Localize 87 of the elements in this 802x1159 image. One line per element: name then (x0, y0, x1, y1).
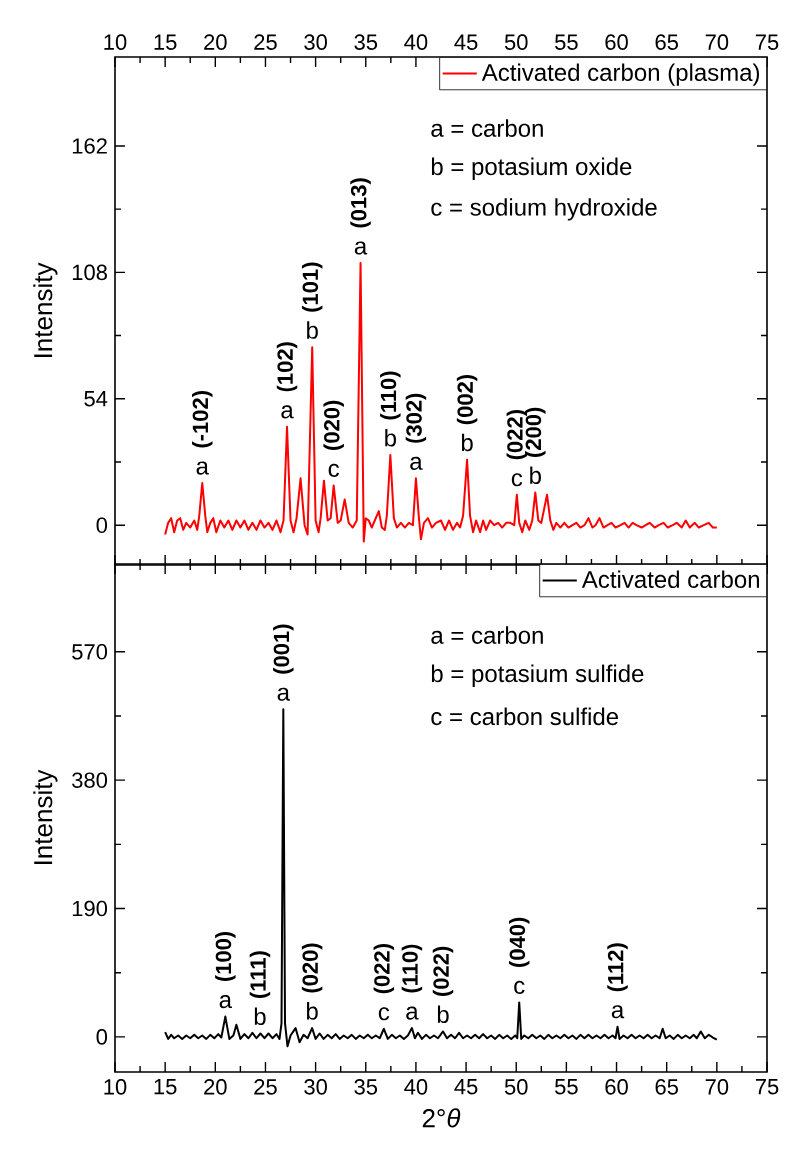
annotation: a (219, 995, 232, 1009)
x-tick-label: 30 (304, 34, 327, 50)
annotation: (110) (401, 944, 423, 993)
x-tick-label: 55 (555, 34, 578, 50)
annotation: a (410, 456, 423, 470)
x-tick-label: 70 (705, 34, 729, 50)
annotation: (111) (249, 951, 271, 998)
annotation: (013) (350, 178, 371, 228)
x-tick-label: 40 (404, 1079, 428, 1095)
annotation: a = carbon (431, 626, 543, 644)
annotation: b (307, 321, 318, 339)
x-tick-label: 50 (504, 1079, 528, 1095)
annotation: a (281, 405, 294, 419)
x-tick-label: 70 (705, 1079, 729, 1095)
annotation: (200) (525, 407, 546, 457)
x-axis-title: 2°θ (422, 1108, 461, 1128)
x-tick-label: 75 (755, 1079, 779, 1095)
x-tick-label: 25 (254, 1079, 277, 1095)
annotation: (002) (456, 374, 478, 425)
x-tick-label: 30 (304, 1079, 327, 1095)
annotation: (022) (373, 944, 395, 994)
x-tick-label: 60 (605, 34, 628, 50)
x-tick-label: 35 (354, 34, 378, 50)
x-tick-label: 65 (655, 1079, 678, 1095)
x-tick-label: 10 (104, 34, 127, 50)
annotation: b (385, 428, 396, 447)
y-tick-label: 380 (72, 772, 108, 788)
annotation: a (196, 461, 209, 475)
line-series (164, 261, 718, 543)
annotation: b = potasium sulfide (431, 664, 644, 687)
annotation: (040) (508, 917, 530, 967)
legend-label: Activated carbon (581, 570, 759, 588)
annotation: (100) (215, 931, 236, 982)
legend-label: Activated carbon (plasma) (481, 63, 760, 86)
x-tick-label: 45 (454, 34, 478, 50)
x-tick-label: 20 (204, 1079, 227, 1095)
y-axis-title: Intensity (33, 769, 58, 864)
y-tick-label: 162 (72, 138, 107, 154)
annotation: b (530, 466, 541, 484)
annotation: a (611, 1005, 625, 1019)
annotation: b (437, 1005, 449, 1024)
x-tick-label: 60 (605, 1079, 628, 1095)
line-series (164, 708, 718, 1048)
annotation: a (277, 687, 290, 701)
x-tick-label: 35 (354, 1079, 378, 1095)
annotation: c (511, 473, 523, 487)
annotation: a (406, 1006, 419, 1020)
x-tick-label: 10 (104, 1079, 127, 1095)
annotation: c (378, 1007, 390, 1021)
x-tick-label: 65 (655, 34, 678, 50)
x-tick-label: 45 (454, 1079, 478, 1095)
y-tick-label: 0 (96, 1029, 108, 1045)
annotation: (020) (323, 400, 344, 450)
x-tick-label: 15 (154, 34, 177, 50)
annotation: (110) (380, 371, 401, 420)
annotation: c (328, 463, 340, 477)
annotation: (112) (607, 943, 628, 992)
annotation: (001) (273, 624, 294, 674)
x-tick-label: 55 (555, 1079, 578, 1095)
annotation: b (306, 1002, 318, 1020)
annotation: a (354, 241, 368, 255)
y-axis-title: Intensity (33, 262, 58, 357)
annotation: c = sodium hydroxide (431, 198, 657, 221)
y-tick-label: 570 (72, 644, 108, 660)
annotation: (020) (301, 943, 323, 993)
y-tick-label: 0 (96, 517, 108, 533)
x-tick-label: 50 (504, 34, 528, 50)
y-tick-label: 190 (72, 900, 108, 917)
annotation: (101) (301, 262, 323, 312)
annotation: a = carbon (431, 119, 543, 137)
annotation: (302) (405, 393, 427, 443)
x-tick-label: 75 (755, 34, 779, 50)
annotation: (-102) (192, 391, 213, 448)
x-tick-label: 20 (204, 34, 227, 50)
annotation: (022) (432, 946, 454, 996)
annotation: (022) (506, 410, 528, 460)
y-tick-label: 108 (72, 264, 107, 281)
x-tick-label: 40 (404, 34, 428, 50)
x-tick-label: 25 (254, 34, 277, 50)
annotation: b (254, 1007, 266, 1026)
annotation: b = potasium oxide (431, 157, 632, 180)
annotation: (102) (276, 342, 298, 392)
y-tick-label: 54 (84, 391, 108, 407)
x-tick-label: 15 (154, 1079, 177, 1095)
annotation: c (514, 980, 525, 994)
annotation: c = carbon sulfide (431, 707, 619, 726)
annotation: b (461, 433, 473, 452)
